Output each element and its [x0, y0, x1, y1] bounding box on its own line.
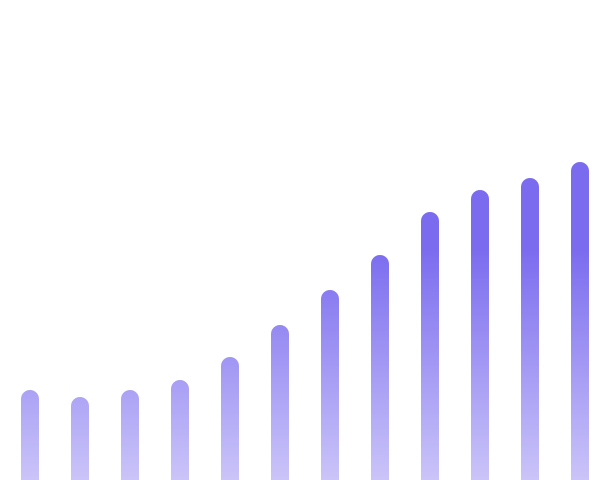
bar: [521, 178, 539, 480]
bar: [471, 190, 489, 480]
bar: [71, 397, 89, 480]
bar: [21, 390, 39, 480]
bar: [121, 390, 139, 480]
bar: [171, 380, 189, 480]
bar: [271, 325, 289, 480]
bar: [321, 290, 339, 480]
bar: [421, 212, 439, 480]
bar: [221, 357, 239, 480]
bar: [371, 255, 389, 480]
bar: [571, 162, 589, 480]
